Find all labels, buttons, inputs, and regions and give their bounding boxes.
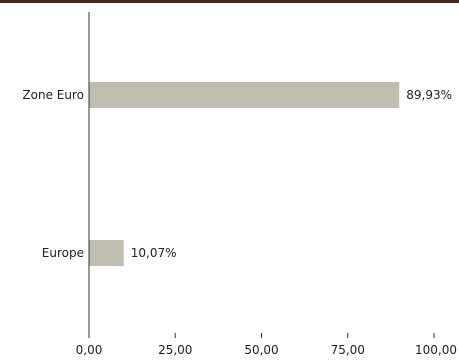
x-tick-label-4: 100,00 [415,343,457,357]
value-label-1: 10,07% [131,246,177,260]
x-tick-label-3: 75,00 [331,343,365,357]
category-label-1: Europe [42,246,84,260]
value-label-0: 89,93% [406,88,452,102]
bar-0 [89,82,400,108]
x-tick-label-0: 0,00 [76,343,103,357]
x-tick-label-2: 50,00 [244,343,278,357]
top-rule [0,0,459,3]
x-tick-label-1: 25,00 [158,343,192,357]
category-label-0: Zone Euro [22,88,84,102]
bar-1 [89,240,124,266]
